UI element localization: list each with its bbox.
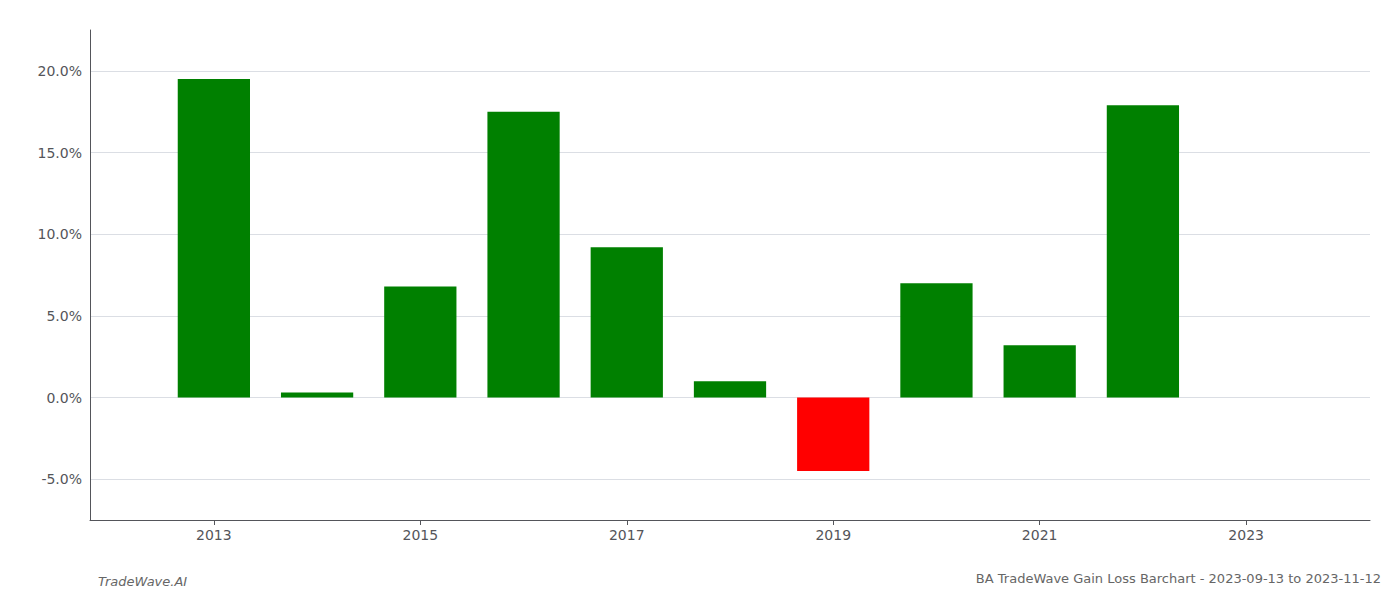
svg-text:TradeWave.AI: TradeWave.AI [98, 574, 187, 589]
svg-text:10.0%: 10.0% [38, 226, 82, 242]
svg-text:5.0%: 5.0% [46, 308, 82, 324]
svg-text:2017: 2017 [609, 527, 645, 543]
svg-text:2023: 2023 [1228, 527, 1264, 543]
svg-text:0.0%: 0.0% [46, 390, 82, 406]
svg-text:2013: 2013 [196, 527, 232, 543]
svg-text:2021: 2021 [1022, 527, 1058, 543]
svg-text:2019: 2019 [815, 527, 851, 543]
svg-text:15.0%: 15.0% [38, 145, 82, 161]
svg-text:BA TradeWave Gain Loss Barchar: BA TradeWave Gain Loss Barchart - 2023-0… [976, 571, 1381, 586]
svg-text:20.0%: 20.0% [38, 63, 82, 79]
svg-text:2015: 2015 [403, 527, 439, 543]
svg-text:-5.0%: -5.0% [41, 471, 82, 487]
